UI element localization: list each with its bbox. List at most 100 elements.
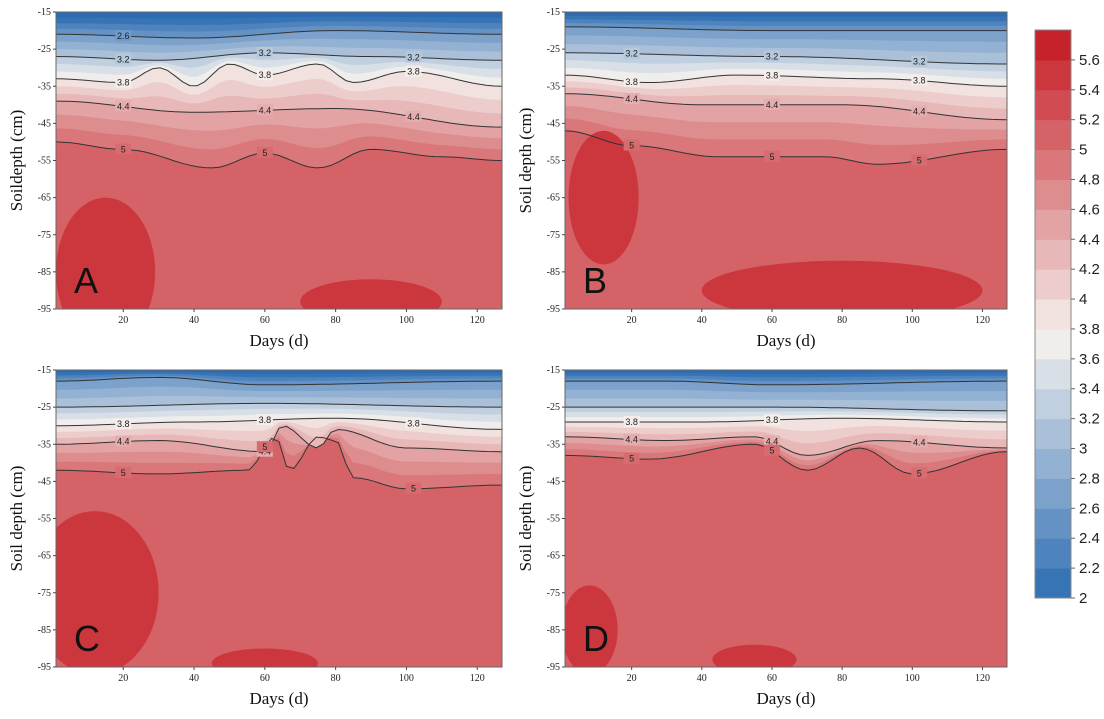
x-tick-label: 100: [905, 315, 920, 326]
panels-group: 2.63.23.2 3.23.83.8 3.84.4 4.44.45 5-15-25-3…: [7, 7, 1008, 708]
contour-label-bg: [405, 51, 422, 63]
colorbar-segment: [1035, 269, 1071, 300]
y-tick-label: -95: [547, 304, 560, 315]
y-tick-label: -85: [547, 625, 560, 636]
panel-letter: B: [583, 260, 607, 301]
contour-line: [565, 380, 1007, 386]
x-tick-label: 120: [975, 315, 990, 326]
contour-label-bg: [911, 105, 928, 117]
y-tick-label: -95: [38, 662, 51, 673]
y-tick-label: -95: [38, 304, 51, 315]
x-tick-label: 120: [975, 673, 990, 684]
contour-label-bg: [623, 415, 640, 427]
x-tick-label: 100: [399, 315, 414, 326]
x-tick-label: 100: [905, 673, 920, 684]
colorbar-tick-label: 2.8: [1079, 470, 1100, 487]
band-2: [565, 12, 1007, 17]
x-axis-label: Days (d): [756, 689, 815, 708]
contour-label-bg: [256, 104, 273, 116]
y-axis-label: Soil depth (cm): [7, 466, 26, 572]
contour-label: 3.8: [913, 76, 926, 86]
contour-label: 5: [917, 469, 922, 479]
y-tick-label: -15: [547, 365, 560, 376]
y-tick-label: -45: [38, 118, 51, 129]
x-tick-label: 20: [118, 673, 128, 684]
contour-line: [565, 26, 1007, 32]
panel-letter: A: [74, 260, 98, 301]
contour-label: 5: [629, 454, 634, 464]
band-2: [56, 370, 502, 374]
contour-label: 3.8: [407, 418, 420, 428]
colorbar-tick-label: 2.2: [1079, 560, 1100, 577]
contour-label: 4.4: [913, 106, 926, 116]
y-tick-label: -25: [547, 44, 560, 55]
y-tick-label: -25: [38, 402, 51, 413]
contour-label-bg: [115, 53, 132, 65]
y-tick-label: -75: [38, 588, 51, 599]
colorbar-segment: [1035, 328, 1071, 360]
contour-label: 2.6: [117, 31, 130, 41]
colorbar-tick-label: 4.8: [1079, 171, 1100, 188]
contour-label-bg: [115, 417, 132, 429]
contour-line: [56, 402, 502, 408]
colorbar-tick-label: 4.6: [1079, 201, 1100, 218]
x-tick-label: 60: [260, 673, 270, 684]
plot-area: 3.2 3.2 3.2 3.8 3.8 3.8 4.4 4.4 4.4 5 5 5: [565, 12, 1007, 309]
contour-label-bg: [115, 143, 132, 155]
x-tick-label: 20: [627, 315, 637, 326]
y-tick-label: -55: [547, 156, 560, 167]
contour-label: 5: [769, 152, 774, 162]
contour-label: 5: [121, 144, 126, 154]
contour-label: 4.4: [625, 435, 638, 445]
colorbar-segment: [1035, 89, 1071, 121]
x-tick-label: 60: [767, 673, 777, 684]
deep-patch: [56, 511, 159, 667]
colorbar-tick-label: 3.4: [1079, 381, 1100, 398]
y-tick-label: -85: [38, 267, 51, 278]
deep-patch: [712, 644, 797, 667]
x-axis-label: Days (d): [249, 331, 308, 350]
contour-label-bg: [623, 93, 640, 105]
colorbar-segment: [1035, 538, 1071, 569]
colorbar-tick-label: 2.4: [1079, 530, 1100, 547]
y-axis-label: Soildepth (cm): [7, 110, 26, 212]
contour-label-bg: [256, 441, 273, 453]
contour-label: 3.8: [117, 78, 130, 88]
contour-label-bg: [911, 74, 928, 86]
y-tick-label: -35: [547, 81, 560, 92]
contour-label: 3.2: [625, 49, 638, 59]
contour-label: 4.4: [766, 100, 779, 110]
contour-label-bg: [256, 414, 273, 426]
x-axis-label: Days (d): [249, 689, 308, 708]
y-tick-label: -35: [38, 81, 51, 92]
colorbar-tick-label: 5: [1079, 142, 1087, 159]
x-tick-label: 20: [118, 315, 128, 326]
y-tick-label: -85: [547, 267, 560, 278]
contour-label-bg: [623, 452, 640, 464]
colorbar-segment: [1035, 299, 1071, 330]
contour-label-bg: [763, 414, 780, 426]
deep-patch: [56, 197, 156, 309]
contour-label: 3.2: [259, 48, 272, 58]
x-tick-label: 60: [260, 315, 270, 326]
colorbar-tick-label: 3: [1079, 441, 1087, 458]
y-tick-label: -45: [38, 476, 51, 487]
colorbar-segment: [1035, 358, 1071, 390]
y-axis-label: Soil depth (cm): [516, 108, 535, 214]
contour-label-bg: [256, 147, 273, 159]
y-tick-label: -75: [547, 230, 560, 241]
contour-label-bg: [911, 467, 928, 479]
contour-label-bg: [623, 75, 640, 87]
colorbar-segment: [1035, 508, 1071, 539]
y-tick-label: -55: [38, 514, 51, 525]
contour-label: 3.8: [259, 70, 272, 80]
contour-label: 5: [411, 484, 416, 494]
contour-label: 4.4: [625, 94, 638, 104]
x-tick-label: 80: [331, 315, 341, 326]
colorbar-segment: [1035, 149, 1071, 180]
y-tick-label: -45: [547, 118, 560, 129]
contour-label-bg: [763, 50, 780, 62]
x-tick-label: 80: [837, 673, 847, 684]
contour-label: 4.4: [259, 105, 272, 115]
